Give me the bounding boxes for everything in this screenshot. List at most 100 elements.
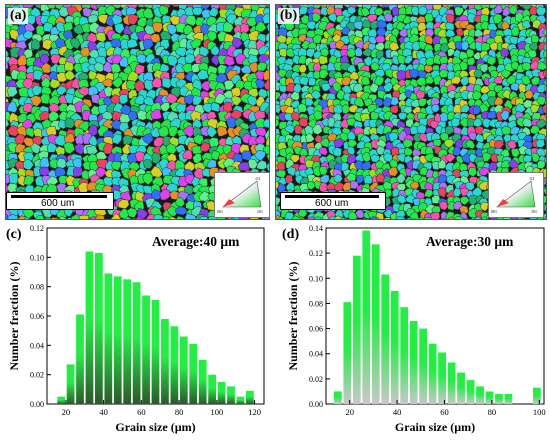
x-tick-label: 20 bbox=[62, 407, 71, 417]
histogram-bar bbox=[245, 390, 254, 404]
histogram-bar bbox=[419, 328, 428, 404]
histogram-bar bbox=[123, 279, 132, 404]
histogram-bar bbox=[333, 391, 342, 404]
histogram-bar bbox=[504, 393, 513, 404]
scale-bar-label-b: 600 um bbox=[315, 198, 349, 209]
histogram-bar bbox=[113, 276, 122, 404]
histogram-bar bbox=[236, 396, 245, 404]
x-tick-label: 60 bbox=[440, 407, 449, 417]
histogram-bar bbox=[371, 244, 380, 404]
histogram-bar bbox=[343, 302, 352, 404]
histogram-bar bbox=[66, 364, 75, 404]
histogram-bar bbox=[142, 295, 150, 404]
histogram-d: (d) 0.00 0.02 0.04 0.06 0.08 0.10 0.12 0.14 20 40… bbox=[276, 222, 548, 438]
scale-bar-a: 600 um bbox=[6, 192, 114, 210]
histogram-bar bbox=[151, 299, 160, 404]
y-tick-label: 0.08 bbox=[30, 283, 44, 292]
histogram-bar bbox=[85, 251, 94, 404]
average-annotation: Average:30 µm bbox=[426, 234, 514, 249]
histogram-bar bbox=[428, 343, 437, 404]
histogram-bar bbox=[495, 393, 503, 404]
panel-label-c: (c) bbox=[6, 227, 22, 242]
histogram-bar bbox=[189, 343, 198, 404]
ipf-label-111-b: 111 bbox=[529, 176, 535, 181]
x-tick-label: 120 bbox=[248, 407, 261, 417]
histogram-bar bbox=[179, 336, 188, 404]
y-tick-label: 0.04 bbox=[309, 350, 323, 359]
ipf-legend-a: 111 001 101 bbox=[214, 172, 270, 218]
x-tick-label: 40 bbox=[99, 407, 108, 417]
histogram-bar bbox=[132, 282, 141, 404]
histogram-bar bbox=[362, 230, 371, 404]
ipf-triangle-b: 111 001 101 bbox=[491, 176, 537, 214]
histogram-bar bbox=[57, 396, 66, 404]
y-tick-label: 0.00 bbox=[30, 400, 44, 409]
histogram-bar bbox=[381, 274, 390, 404]
ipf-legend-b: 111 001 101 bbox=[488, 172, 544, 218]
x-tick-label: 80 bbox=[488, 407, 497, 417]
x-tick-label: 80 bbox=[175, 407, 184, 417]
histogram-bar bbox=[95, 252, 103, 404]
histogram-bar bbox=[352, 255, 361, 404]
y-tick-label: 0.06 bbox=[309, 325, 323, 334]
grain-cells bbox=[276, 5, 546, 219]
histogram-svg-d: (d) 0.00 0.02 0.04 0.06 0.08 0.10 0.12 0.14 20 40… bbox=[282, 224, 546, 434]
histogram-bar bbox=[438, 352, 446, 404]
histogram-bar bbox=[198, 360, 207, 404]
x-tick-label: 40 bbox=[393, 407, 402, 417]
histogram-bar bbox=[485, 391, 494, 404]
x-axis-label: Grain size (µm) bbox=[115, 420, 195, 434]
scale-bar-label-a: 600 um bbox=[41, 198, 75, 209]
y-tick-label: 0.02 bbox=[30, 371, 44, 380]
x-tick-label: 60 bbox=[137, 407, 146, 417]
x-axis-label: Grain size (µm) bbox=[395, 420, 475, 434]
y-tick-label: 0.08 bbox=[309, 299, 323, 308]
panel-label-d: (d) bbox=[282, 227, 299, 242]
y-tick-label: 0.06 bbox=[30, 312, 44, 321]
y-tick-label: 0.00 bbox=[309, 400, 323, 409]
ipf-triangle-a: 111 001 101 bbox=[217, 176, 263, 214]
scale-bar-line-a bbox=[11, 195, 107, 198]
ipf-label-001-b: 001 bbox=[491, 209, 497, 214]
histogram-c: (c) 0.00 0.02 0.04 0.06 0.08 0.10 0.12 20 40 60 80… bbox=[0, 222, 270, 438]
x-tick-label: 20 bbox=[345, 407, 354, 417]
histogram-bar bbox=[466, 380, 475, 404]
ipf-label-001-a: 001 bbox=[217, 209, 223, 214]
grain-map-b bbox=[276, 5, 546, 219]
histogram-bar bbox=[217, 382, 226, 404]
y-tick-label: 0.12 bbox=[309, 249, 323, 258]
y-tick-label: 0.12 bbox=[30, 224, 44, 233]
y-tick-label: 0.10 bbox=[30, 253, 44, 262]
y-axis-label: Number fraction (%) bbox=[7, 261, 21, 370]
ipf-label-111-a: 111 bbox=[255, 176, 261, 181]
histogram-bar bbox=[208, 374, 216, 404]
ipf-label-101-b: 101 bbox=[531, 209, 537, 214]
histogram-bar bbox=[409, 321, 418, 404]
y-tick-label: 0.02 bbox=[309, 375, 323, 384]
histogram-svg-c: (c) 0.00 0.02 0.04 0.06 0.08 0.10 0.12 20 40 60 80… bbox=[6, 224, 265, 434]
x-tick-label: 100 bbox=[533, 407, 546, 417]
y-tick-label: 0.10 bbox=[309, 274, 323, 283]
histogram-bar bbox=[170, 326, 179, 404]
histogram-bar bbox=[161, 318, 169, 404]
scale-bar-b: 600 um bbox=[280, 192, 386, 210]
y-axis-label: Number fraction (%) bbox=[286, 261, 300, 370]
grain-cells bbox=[6, 5, 269, 219]
histogram-bar bbox=[533, 387, 541, 404]
histogram-bar bbox=[227, 386, 235, 404]
histogram-bar bbox=[457, 372, 465, 404]
ipf-label-101-a: 101 bbox=[257, 209, 263, 214]
histogram-bar bbox=[104, 273, 113, 404]
histogram-bar bbox=[76, 314, 84, 404]
ebsd-map-b bbox=[275, 4, 547, 220]
average-annotation: Average:40 µm bbox=[152, 234, 240, 249]
histogram-bar bbox=[400, 307, 409, 404]
y-tick-label: 0.14 bbox=[309, 224, 323, 233]
histogram-bar bbox=[390, 290, 399, 404]
histogram-bar bbox=[447, 362, 456, 404]
scale-bar-line-b bbox=[285, 195, 379, 198]
panel-label-b: (b) bbox=[278, 8, 300, 24]
histogram-bar bbox=[476, 386, 484, 404]
x-tick-label: 100 bbox=[210, 407, 223, 417]
